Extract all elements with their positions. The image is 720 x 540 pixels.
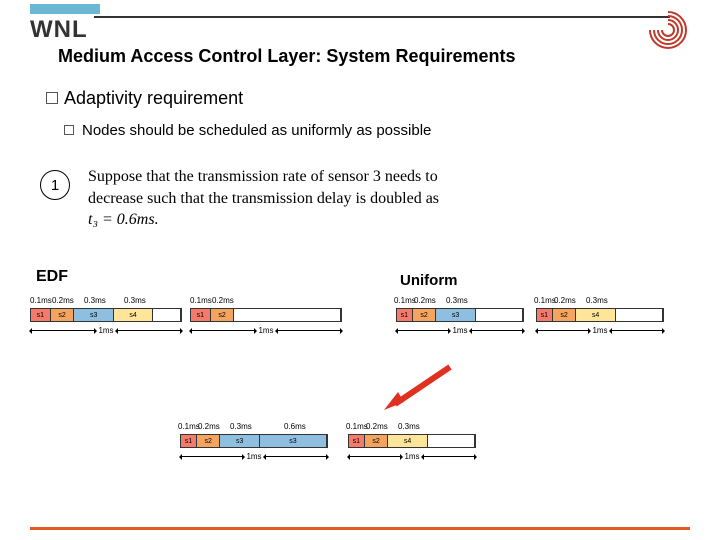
segment: s3 xyxy=(436,309,475,321)
segment xyxy=(153,309,181,321)
example-text: Suppose that the transmission rate of se… xyxy=(88,166,628,231)
segment: s2 xyxy=(413,309,437,321)
timeline-frame: 0.1ms0.2ms 0.3ms s1s2s41ms xyxy=(348,422,476,464)
tick-label: 0.1ms xyxy=(30,296,52,305)
segment-row: s1s2s3 xyxy=(396,308,524,322)
tick-label: 0.6ms xyxy=(284,422,306,431)
segment: s4 xyxy=(114,309,153,321)
segment: s3 xyxy=(220,435,259,447)
timeline-frame: 0.1ms0.2ms0.3ms0.6mss1s2s3s31ms xyxy=(180,422,328,464)
frame-span-row: 1ms xyxy=(348,448,476,464)
timeline-frame: 0.1ms0.2ms 0.3ms 0.3ms s1s2s3s41ms xyxy=(30,296,182,338)
segment: s1 xyxy=(181,435,197,447)
uniform-timeline: 0.1ms0.2ms0.3mss1s2s31ms0.1ms0.2ms0.3mss… xyxy=(396,296,686,338)
segment-row: s1s2s4 xyxy=(536,308,664,322)
tick-label: 0.1ms xyxy=(178,422,200,431)
bullet-sub: Nodes should be scheduled as uniformly a… xyxy=(82,122,431,139)
edf-timeline: 0.1ms0.2ms0.3ms0.3mss1s2s3s41ms0.1ms0.2m… xyxy=(30,296,360,338)
segment-row: s1s2 xyxy=(190,308,342,322)
tick-label: 0.3ms xyxy=(398,422,420,431)
red-arrow-icon xyxy=(380,362,460,412)
tick-label: 0.2ms xyxy=(366,422,388,431)
bullet-icon xyxy=(46,92,58,104)
example-line1: Suppose that the transmission rate of se… xyxy=(88,168,438,185)
segment: s1 xyxy=(397,309,413,321)
tick-label: 0.2ms xyxy=(554,296,576,305)
segment: s1 xyxy=(537,309,553,321)
frame-span-row: 1ms xyxy=(30,322,182,338)
tick-label: 0.1ms xyxy=(394,296,416,305)
segment: s2 xyxy=(211,309,235,321)
example-number-circle: 1 xyxy=(40,170,70,200)
segment xyxy=(616,309,663,321)
brand-text: WNL xyxy=(30,16,94,44)
tick-label: 0.1ms xyxy=(190,296,212,305)
tick-row: 0.1ms0.2ms xyxy=(190,296,342,308)
example-line2: decrease such that the transmission dela… xyxy=(88,190,439,207)
example-formula: t₃ = 0.6ms. xyxy=(88,211,159,228)
segment: s2 xyxy=(197,435,221,447)
tick-row: 0.1ms0.2ms 0.3ms 0.3ms xyxy=(30,296,182,308)
tick-row: 0.1ms0.2ms 0.3ms xyxy=(536,296,664,308)
frame-span-row: 1ms xyxy=(396,322,524,338)
segment: s3 xyxy=(74,309,113,321)
tick-row: 0.1ms0.2ms 0.3ms xyxy=(396,296,524,308)
tick-row: 0.1ms0.2ms 0.3ms 0.6ms xyxy=(180,422,328,434)
header-rule xyxy=(30,16,670,18)
segment-row: s1s2s3s3 xyxy=(180,434,328,448)
timeline-frame: 0.1ms0.2ms 0.3ms s1s2s31ms xyxy=(396,296,524,338)
tick-label: 0.3ms xyxy=(124,296,146,305)
tick-label: 0.2ms xyxy=(52,296,74,305)
logo-spiral-icon xyxy=(646,8,690,52)
segment: s1 xyxy=(31,309,51,321)
tick-label: 0.2ms xyxy=(414,296,436,305)
segment xyxy=(428,435,475,447)
segment: s4 xyxy=(388,435,427,447)
tick-label: 0.2ms xyxy=(198,422,220,431)
tick-row: 0.1ms0.2ms 0.3ms xyxy=(348,422,476,434)
tick-label: 0.3ms xyxy=(84,296,106,305)
accent-bar xyxy=(30,4,100,14)
frame-span-row: 1ms xyxy=(190,322,342,338)
segment xyxy=(234,309,341,321)
segment: s1 xyxy=(349,435,365,447)
tick-label: 0.1ms xyxy=(534,296,556,305)
segment-row: s1s2s3s4 xyxy=(30,308,182,322)
lower-timeline: 0.1ms0.2ms0.3ms0.6mss1s2s3s31ms0.1ms0.2m… xyxy=(180,422,510,464)
bullet-main: Adaptivity requirement xyxy=(64,88,243,109)
tick-label: 0.3ms xyxy=(446,296,468,305)
bottom-rule xyxy=(30,527,690,530)
segment: s3 xyxy=(260,435,327,447)
segment-row: s1s2s4 xyxy=(348,434,476,448)
uniform-label: Uniform xyxy=(400,272,458,289)
tick-label: 0.3ms xyxy=(586,296,608,305)
example-number: 1 xyxy=(51,177,59,194)
segment: s2 xyxy=(553,309,577,321)
frame-span-row: 1ms xyxy=(180,448,328,464)
timeline-frame: 0.1ms0.2mss1s21ms xyxy=(190,296,342,338)
segment: s1 xyxy=(191,309,211,321)
frame-span-row: 1ms xyxy=(536,322,664,338)
page-title: Medium Access Control Layer: System Requ… xyxy=(58,46,515,67)
tick-label: 0.3ms xyxy=(230,422,252,431)
segment: s4 xyxy=(576,309,615,321)
tick-label: 0.2ms xyxy=(212,296,234,305)
segment: s2 xyxy=(365,435,389,447)
bullet-icon xyxy=(64,125,74,135)
segment: s2 xyxy=(51,309,75,321)
tick-label: 0.1ms xyxy=(346,422,368,431)
segment xyxy=(476,309,523,321)
edf-label: EDF xyxy=(36,268,68,286)
timeline-frame: 0.1ms0.2ms 0.3ms s1s2s41ms xyxy=(536,296,664,338)
